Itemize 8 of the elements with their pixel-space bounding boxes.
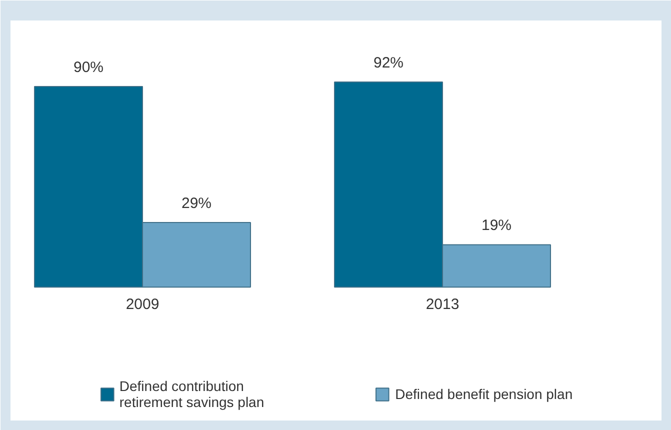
data-label: 19% — [481, 217, 512, 234]
legend-label: Defined benefit pension plan — [395, 386, 573, 402]
data-label: 92% — [373, 54, 404, 72]
x-tick-label: 2013 — [426, 296, 460, 313]
data-label: 29% — [181, 194, 212, 212]
legend-label: Defined contribution retirement savings plan — [119, 378, 264, 410]
x-tick-label: 2009 — [126, 296, 160, 313]
data-label: 90% — [73, 58, 104, 76]
